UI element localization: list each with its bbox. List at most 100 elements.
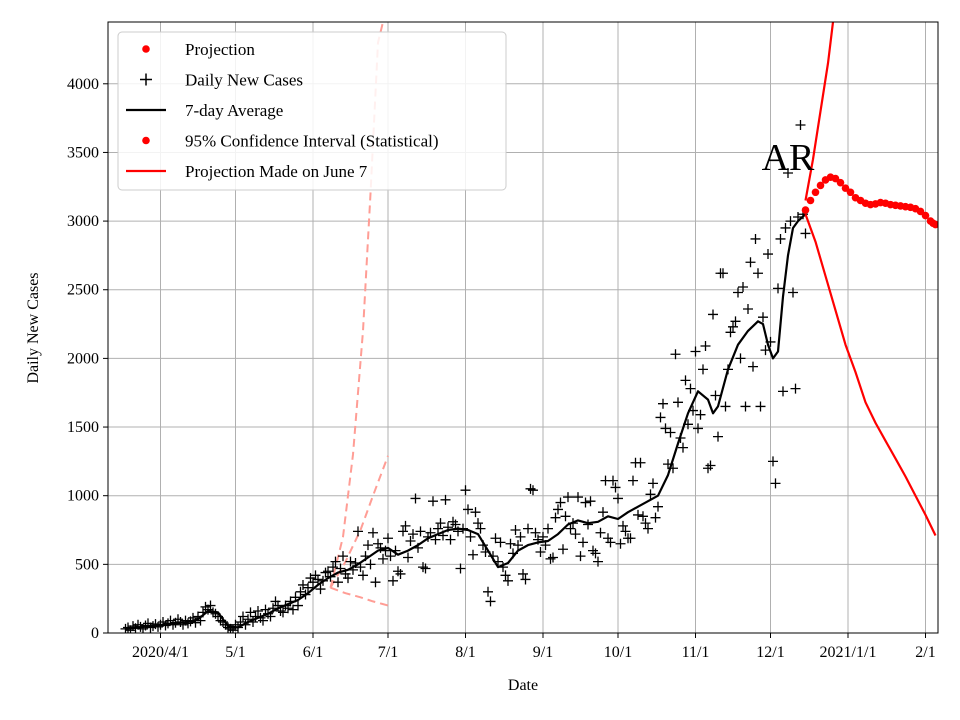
daily-case-point <box>578 537 588 548</box>
daily-case-point <box>153 621 163 632</box>
projection-point <box>846 188 855 197</box>
daily-case-point <box>738 281 748 292</box>
daily-case-point <box>685 383 696 394</box>
legend-label: Projection <box>185 40 255 59</box>
daily-case-point <box>640 518 651 529</box>
y-tick-label: 1500 <box>67 419 99 436</box>
daily-case-point <box>603 533 613 544</box>
y-tick-label: 4000 <box>67 76 99 93</box>
legend-marker-dot <box>142 45 150 53</box>
daily-case-point <box>485 596 496 607</box>
daily-case-point <box>795 119 806 130</box>
chart-annotation: AR <box>762 137 815 179</box>
daily-case-point <box>713 431 723 442</box>
daily-case-point <box>593 556 603 567</box>
daily-case-point <box>518 568 528 579</box>
x-tick-label: 10/1 <box>604 644 632 661</box>
y-tick-label: 1000 <box>67 488 99 505</box>
y-axis-title: Daily New Cases <box>25 272 42 383</box>
y-tick-label: 2000 <box>67 350 99 367</box>
series-daily-new-cases <box>120 119 811 633</box>
daily-case-point <box>405 536 416 547</box>
daily-case-point <box>580 497 591 508</box>
projection-point <box>841 184 850 192</box>
daily-case-point <box>470 507 481 518</box>
projection-point <box>831 174 840 183</box>
daily-case-point <box>313 574 323 585</box>
daily-case-point <box>500 570 511 581</box>
daily-case-point <box>418 562 428 573</box>
legend-label: Daily New Cases <box>185 71 303 90</box>
daily-case-point <box>473 518 483 529</box>
x-tick-label: 11/1 <box>682 644 710 661</box>
legend-label: 95% Confidence Interval (Statistical) <box>185 132 439 151</box>
daily-case-point <box>720 401 731 412</box>
daily-case-point <box>680 375 691 386</box>
daily-case-point <box>363 540 373 551</box>
x-axis-title: Date <box>508 677 538 694</box>
daily-case-point <box>440 494 451 505</box>
daily-case-point <box>708 309 718 320</box>
legend-marker-plus <box>140 73 152 86</box>
daily-case-point <box>750 233 761 244</box>
daily-case-point <box>783 168 793 179</box>
daily-case-point <box>260 604 271 615</box>
daily-case-point <box>698 364 708 375</box>
daily-case-point <box>538 531 548 542</box>
y-tick-label: 500 <box>75 556 99 573</box>
95-confidence-interval-lower-line <box>804 213 937 536</box>
daily-case-point <box>618 520 628 531</box>
y-tick-label: 0 <box>91 625 99 642</box>
daily-case-point <box>730 316 741 327</box>
daily-case-point <box>468 549 478 560</box>
daily-case-point <box>178 619 188 630</box>
daily-case-point <box>770 478 781 489</box>
daily-case-point <box>460 485 471 496</box>
daily-case-point <box>258 615 268 626</box>
daily-case-point <box>370 577 381 588</box>
series-projection <box>801 173 938 229</box>
daily-case-point <box>655 412 666 423</box>
daily-case-point <box>528 485 538 496</box>
x-tick-label: 7/1 <box>378 644 398 661</box>
daily-case-point <box>560 511 571 522</box>
daily-case-point <box>743 303 753 314</box>
daily-case-point <box>400 520 411 531</box>
daily-case-point <box>775 233 786 244</box>
x-axis: 2020/4/1 5/1 6/1 7/1 8/1 9/1 10/1 11/1 12/1 2021/… <box>132 633 936 661</box>
daily-case-point <box>570 529 581 540</box>
x-tick-label: 2020/4/1 <box>132 644 189 661</box>
daily-case-point <box>620 526 631 537</box>
daily-case-point <box>303 582 313 593</box>
daily-case-point <box>550 512 561 523</box>
daily-case-point <box>520 574 531 585</box>
daily-case-point <box>483 586 493 597</box>
daily-case-point <box>378 553 388 564</box>
daily-case-point <box>428 496 438 507</box>
daily-case-point <box>475 523 486 534</box>
x-tick-label: 6/1 <box>303 644 323 661</box>
daily-case-point <box>383 533 393 544</box>
projection-point <box>836 178 845 187</box>
daily-case-point <box>673 397 683 408</box>
daily-case-point <box>495 537 506 548</box>
x-tick-label: 8/1 <box>455 644 475 661</box>
daily-case-point <box>513 540 523 551</box>
daily-case-point <box>293 600 303 611</box>
daily-case-point <box>635 457 646 468</box>
daily-case-point <box>205 600 216 611</box>
daily-case-point <box>598 507 608 518</box>
daily-case-point <box>373 538 383 549</box>
daily-case-point <box>245 607 256 618</box>
daily-case-point <box>583 519 593 530</box>
daily-case-point <box>745 257 756 268</box>
daily-case-point <box>338 551 348 562</box>
daily-case-point <box>333 577 343 588</box>
daily-case-point <box>420 563 431 574</box>
projection-point <box>916 207 925 216</box>
daily-case-point <box>395 568 406 579</box>
daily-case-point <box>575 551 586 562</box>
daily-case-point <box>703 463 713 474</box>
daily-case-point <box>320 567 331 578</box>
